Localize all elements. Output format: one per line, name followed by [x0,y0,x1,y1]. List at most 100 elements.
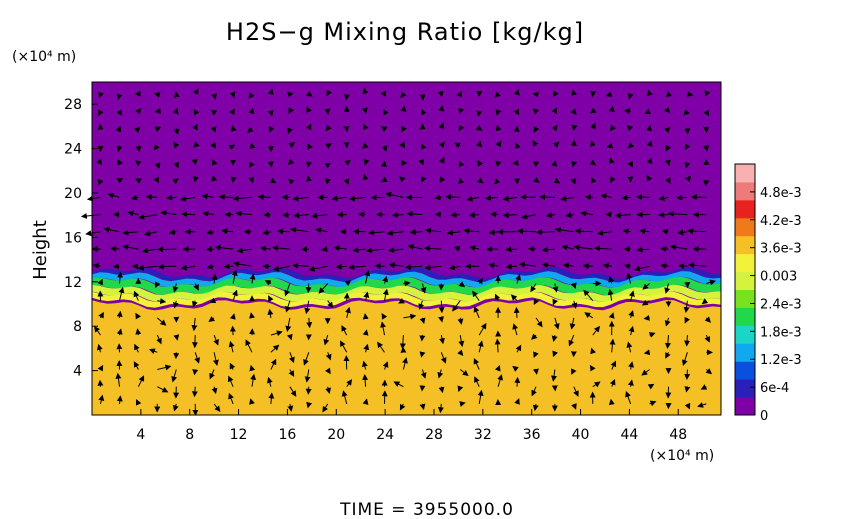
colorbar-segment [735,325,755,344]
wind-vector-arrow [287,403,294,412]
wind-vector-arrow [292,195,309,202]
colorbar-frame [734,163,756,416]
wind-vector-arrow [267,308,274,318]
wind-vector-arrow [137,264,158,271]
wind-vector-arrow [363,123,369,131]
wind-vector-arrow [227,375,234,387]
wind-vector-arrow [452,300,461,312]
wind-vector-arrow [344,280,352,287]
wind-vector-arrow [665,352,671,359]
wind-vector-arrow [191,386,198,398]
wind-vector-arrow [115,372,122,387]
wind-vector-arrow [589,140,596,147]
wind-vector-arrow [663,106,671,114]
wind-vector-arrow [664,335,671,349]
wind-vector-arrow [156,334,162,345]
wind-vector-arrow [459,401,466,407]
wind-vector-arrow [192,300,198,308]
wind-vector-arrow [409,229,423,236]
wind-vector-arrow [361,360,368,370]
wind-vector-arrow [362,329,369,336]
wind-vector-arrow [305,386,312,395]
wind-vector-arrow [665,177,671,184]
wind-vector-arrow [98,311,104,319]
wind-vector-arrow [260,245,271,252]
wind-vector-arrow [438,141,446,148]
wind-vector-arrow [609,338,616,353]
wind-vector-arrow [80,213,101,219]
plot-frame [91,81,722,416]
wind-vector-arrow [305,90,313,97]
wind-vector-arrow [133,290,140,301]
wind-vector-arrow [667,210,688,217]
wind-vector-arrow [515,344,522,353]
wind-vector-arrow [512,159,519,166]
wind-vector-arrow [494,364,501,372]
wind-vector-arrow [623,108,631,115]
wind-vector-arrow [676,194,688,201]
wind-vector-arrow [364,269,371,284]
wind-vector-arrow [268,126,275,133]
wind-vector-arrow [513,108,520,116]
wind-vector-arrow [288,178,295,185]
wind-vector-arrow [551,107,558,114]
wind-vector-arrow [218,193,234,200]
wind-vector-arrow [97,364,104,372]
wind-vector-arrow [531,333,538,340]
wind-vector-arrow [644,108,652,115]
wind-vector-arrow [438,316,445,323]
wind-vector-arrow [362,87,369,95]
wind-vector-arrow [626,341,633,353]
wind-vector-arrow [468,211,480,218]
wind-vector-arrow [318,283,329,294]
wind-vector-arrow [477,340,484,353]
wind-vector-arrow [493,178,501,185]
wind-vector-arrow [437,90,444,98]
wind-vector-arrow [400,105,407,112]
wind-vector-arrow [532,368,539,375]
wind-vector-arrow [289,352,295,364]
wind-vector-arrow [325,143,332,149]
wind-vector-arrow [407,244,423,250]
wind-vector-arrow [531,386,537,397]
wind-vector-arrow [287,158,295,165]
wind-vector-arrow [628,325,635,336]
wind-vector-arrow [285,317,292,332]
wind-vector-arrow [570,178,577,185]
wind-vector-arrow [623,263,631,270]
wind-vector-arrow [609,378,616,387]
wind-vector-arrow [438,122,445,130]
wind-vector-arrow [403,313,417,320]
wind-vector-arrow [505,263,518,270]
wind-vector-arrow [157,386,169,393]
wind-vector-arrow [560,195,574,202]
wind-vector-arrow [530,283,537,293]
wind-vector-arrow [669,244,688,251]
wind-vector-arrow [700,384,708,390]
wind-vector-arrow [205,246,215,253]
wind-vector-arrow [687,228,707,235]
wind-vector-arrow [608,312,615,319]
wind-vector-arrow [399,335,406,350]
wind-vector-arrow [284,283,291,297]
wind-vector-arrow [326,89,332,97]
wind-vector-arrow [582,262,593,269]
wind-vector-arrow [96,343,103,353]
wind-vector-arrow [262,229,272,236]
wind-vector-arrow [391,211,404,218]
wind-vector-arrow [233,261,253,268]
wind-vector-arrow [229,108,235,116]
wind-vector-arrow [419,94,426,101]
wind-vector-arrow [419,335,426,342]
colorbar-segment [735,253,755,273]
wind-vector-arrow [590,122,596,130]
wind-vector-arrow [552,283,559,293]
wind-vector-arrow [173,141,180,149]
wind-vector-arrow [335,263,347,270]
wind-vector-arrow [513,88,520,96]
wind-vector-arrow [592,325,601,336]
wind-vector-arrow [333,245,347,252]
wind-vector-arrow [202,210,215,217]
wind-vector-arrow [344,159,351,166]
